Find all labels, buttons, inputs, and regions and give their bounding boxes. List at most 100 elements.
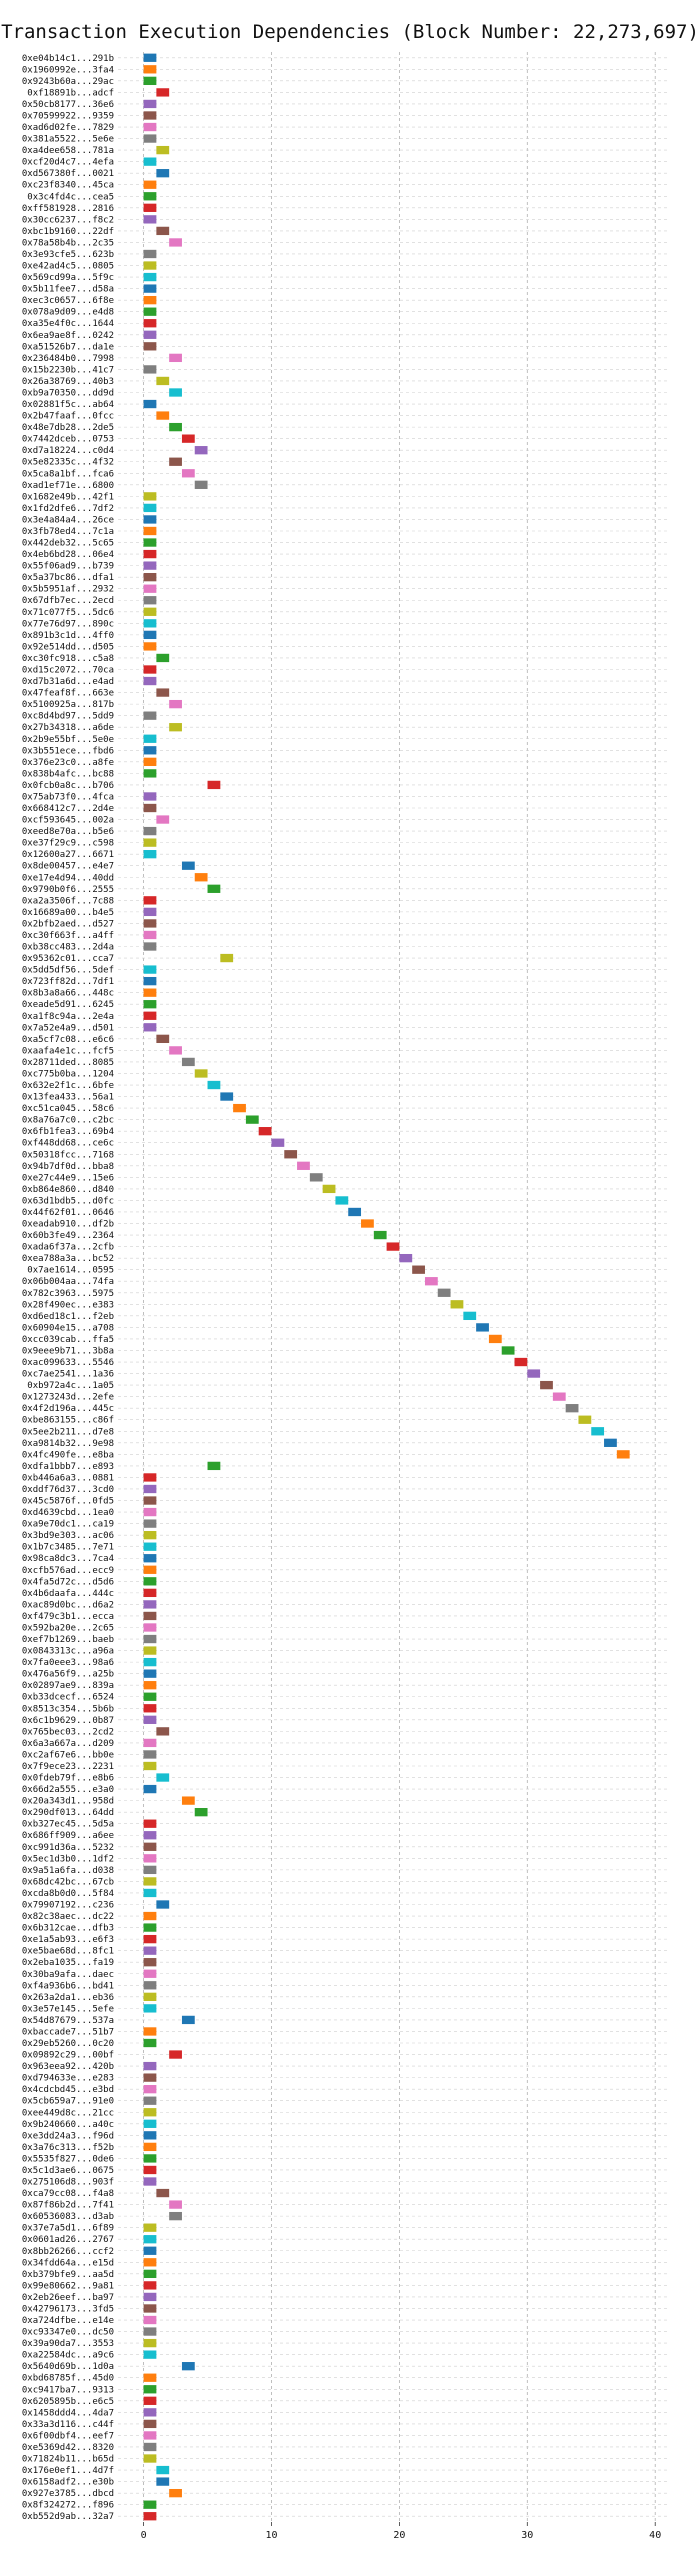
transaction-bar [194,873,208,882]
transaction-bar [552,1392,566,1401]
transaction-bar [169,723,182,732]
tx-label: 0x6158adf2...e30b [22,2478,114,2488]
tx-label: 0x75ab73f0...4fca [22,792,114,802]
tx-label: 0xd7b31a6d...e4ad [22,677,114,687]
tx-label: 0xeed8e70a...b5e6 [22,827,114,837]
transaction-bar [143,2165,157,2175]
transaction-bar [143,76,157,86]
tx-label: 0x8bb26266...ccf2 [22,2247,114,2257]
tx-label: 0x27b34318...a6de [22,723,114,733]
tx-label: 0xb864e860...d840 [22,1185,114,1195]
transaction-bar [169,353,182,363]
tx-label: 0x3bd9e303...ac06 [22,1531,114,1541]
transaction-bar [143,1657,157,1667]
tx-label: 0xea788a3a...bc52 [22,1254,114,1264]
tx-label: 0x63d1bdb5...d0fc [22,1196,114,1206]
transaction-bar [143,1969,157,1978]
transaction-bar [156,169,170,178]
transaction-bar [143,1473,157,1482]
tx-label: 0xef7b1269...baeb [22,1635,114,1645]
transaction-bar [143,2096,157,2105]
tx-label: 0x3e93cfe5...623b [22,250,114,260]
tx-label: 0xeadab910...df2b [22,1220,114,1230]
tx-label: 0xd6ed18c1...f2eb [22,1312,114,1322]
transaction-bar [527,1369,541,1378]
transaction-bar [271,1138,285,1147]
transaction-bar [143,907,157,917]
transaction-bar [169,422,182,432]
transaction-bar [156,653,170,663]
tx-label: 0x54d87679...537a [22,2016,114,2026]
transaction-bar [143,2396,157,2405]
transaction-bar [143,365,157,374]
tx-label: 0x37e7a5d1...6f89 [22,2224,114,2234]
tx-label: 0xe04b14c1...291b [22,54,114,64]
tx-label: 0x33a3d116...c44f [22,2420,114,2430]
transaction-bar [143,526,157,536]
transaction-bar [143,399,157,409]
tx-label: 0xca79cc08...f4a8 [22,2189,114,2199]
transaction-bar [143,1530,157,1540]
x-tick-label: 20 [393,2530,405,2541]
transaction-bar [348,1207,362,1217]
transaction-bar [181,469,195,478]
tx-label: 0x78a58b4b...2c35 [22,238,114,248]
tx-label: 0x5cb659a7...91e0 [22,2097,114,2107]
tx-label: 0xf18891b...adcf [27,88,114,98]
tx-label: 0x5b11fee7...d58a [22,285,114,295]
transaction-bar [143,192,157,201]
tx-label: 0xd4639cbd...1ea0 [22,1508,114,1518]
transaction-bar [143,1681,157,1690]
tx-label: 0x70599922...9359 [22,111,114,121]
tx-label: 0xcc039cab...ffa5 [22,1335,114,1345]
transaction-bar [143,1784,157,1794]
transaction-bar [156,411,170,420]
tx-label: 0xe5369d42...8320 [22,2443,114,2453]
transaction-bar [143,2085,157,2094]
tx-label: 0xc991d36a...5232 [22,1843,114,1853]
tx-label: 0x12600a27...6671 [22,850,114,860]
transaction-bar [143,792,157,801]
tx-label: 0x50cb8177...36e6 [22,100,114,110]
transaction-bar [143,573,157,582]
tx-label: 0x06b004aa...74fa [22,1277,114,1287]
transaction-bar [143,330,157,339]
transaction-bar [143,1877,157,1886]
tx-label: 0xaafa4e1c...fcf5 [22,1046,114,1056]
tx-label: 0x263a2da1...eb36 [22,1993,114,2003]
transaction-bar [143,1011,157,1020]
transaction-bar [143,619,157,628]
tx-label: 0x0843313c...a96a [22,1647,114,1657]
transaction-bar [143,2281,157,2290]
tx-label: 0xe1a5ab93...e6f3 [22,1935,114,1945]
transaction-bar [488,1334,502,1344]
transaction-bar [143,295,157,305]
transaction-bar [233,1103,246,1113]
tx-label: 0x60904e15...a708 [22,1323,114,1333]
transaction-bar [143,1600,157,1609]
tx-label: 0x6fb1fea3...69b4 [22,1127,114,1137]
tx-label: 0xc775b0ba...1204 [22,1069,114,1079]
tx-label: 0x4f2d196a...445c [22,1404,114,1414]
transaction-bar [207,1461,221,1471]
tx-label: 0x963eea92...420b [22,2062,114,2072]
transaction-bar [143,549,157,559]
transaction-bar [156,1034,170,1044]
transaction-bar [143,111,157,120]
transaction-bar [143,2004,157,2013]
transaction-bar [143,2154,157,2163]
tx-label: 0x3c4fd4c...cea5 [27,192,114,202]
tx-label: 0x5e82335c...4f32 [22,458,114,468]
tx-label: 0xcfb576ad...ecc9 [22,1566,114,1576]
tx-label: 0xc7ae2541...1a36 [22,1370,114,1380]
tx-label: 0x236484b0...7998 [22,354,114,364]
tx-label: 0xad6d02fe...7829 [22,123,114,133]
tx-label: 0x0fcb0a8c...b706 [22,781,114,791]
tx-label: 0x4b6daafa...444c [22,1589,114,1599]
transaction-bar [143,642,157,651]
transaction-bar [143,1588,157,1598]
tx-label: 0xa724dfbe...e14e [22,2316,114,2326]
transaction-bar [143,734,157,743]
tx-label: 0xcf593645...002a [22,816,114,826]
chart-title: Transaction Execution Dependencies (Bloc… [1,21,699,43]
